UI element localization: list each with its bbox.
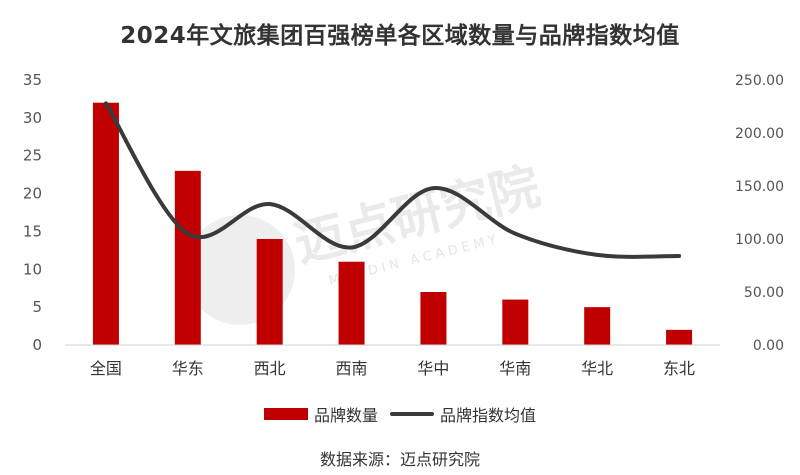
category-label: 华东 [172,359,204,378]
line-series [103,101,682,259]
right-axis-tick-label: 0.00 [753,338,784,354]
legend-item-line: 品牌指数均值 [390,402,536,426]
left-axis-tick-label: 5 [32,298,42,316]
bar [502,299,529,345]
category-label: 西南 [336,359,368,378]
bar [420,292,447,345]
left-axis-tick-label: 15 [23,222,42,240]
right-axis-tick-label: 150.00 [735,179,784,195]
bar [256,239,283,345]
left-axis: 0 5 10 15 20 25 30 35 [23,71,42,354]
legend-line-label: 品牌指数均值 [440,406,537,425]
right-axis: 0.00 50.00 100.00 150.00 200.00 250.00 [735,73,784,354]
left-axis-tick-label: 10 [23,260,42,278]
legend: 品牌数量 品牌指数均值 [0,402,800,426]
legend-item-bars: 品牌数量 [263,402,378,426]
category-label: 华中 [417,359,449,378]
bar [338,261,365,345]
bar-series [92,102,693,345]
legend-bar-swatch [263,408,308,420]
left-axis-tick-label: 0 [32,336,42,354]
category-labels: 全国 华东 西北 西南 华中 华南 华北 东北 [90,359,695,378]
legend-line-swatch [390,412,434,416]
left-axis-tick-label: 35 [23,71,42,89]
bar [584,307,611,345]
left-axis-tick-label: 25 [23,147,42,165]
right-axis-tick-label: 200.00 [735,126,784,142]
left-axis-tick-label: 20 [23,185,42,203]
category-label: 华南 [499,359,531,378]
bar [92,102,119,345]
category-label: 东北 [663,359,695,378]
chart-title: 2024年文旅集团百强榜单各区域数量与品牌指数均值 [120,23,680,49]
bar [174,170,201,345]
bar [666,329,693,345]
category-label: 华北 [581,359,613,378]
category-label: 西北 [254,359,286,378]
left-axis-tick-label: 30 [23,109,42,127]
right-axis-tick-label: 100.00 [735,232,784,248]
legend-bar-label: 品牌数量 [313,406,378,425]
line-series-path [103,101,682,259]
right-axis-tick-label: 250.00 [735,73,784,89]
category-label: 全国 [90,359,122,378]
right-axis-tick-label: 50.00 [744,285,784,301]
source-note: 数据来源：迈点研究院 [319,450,480,469]
